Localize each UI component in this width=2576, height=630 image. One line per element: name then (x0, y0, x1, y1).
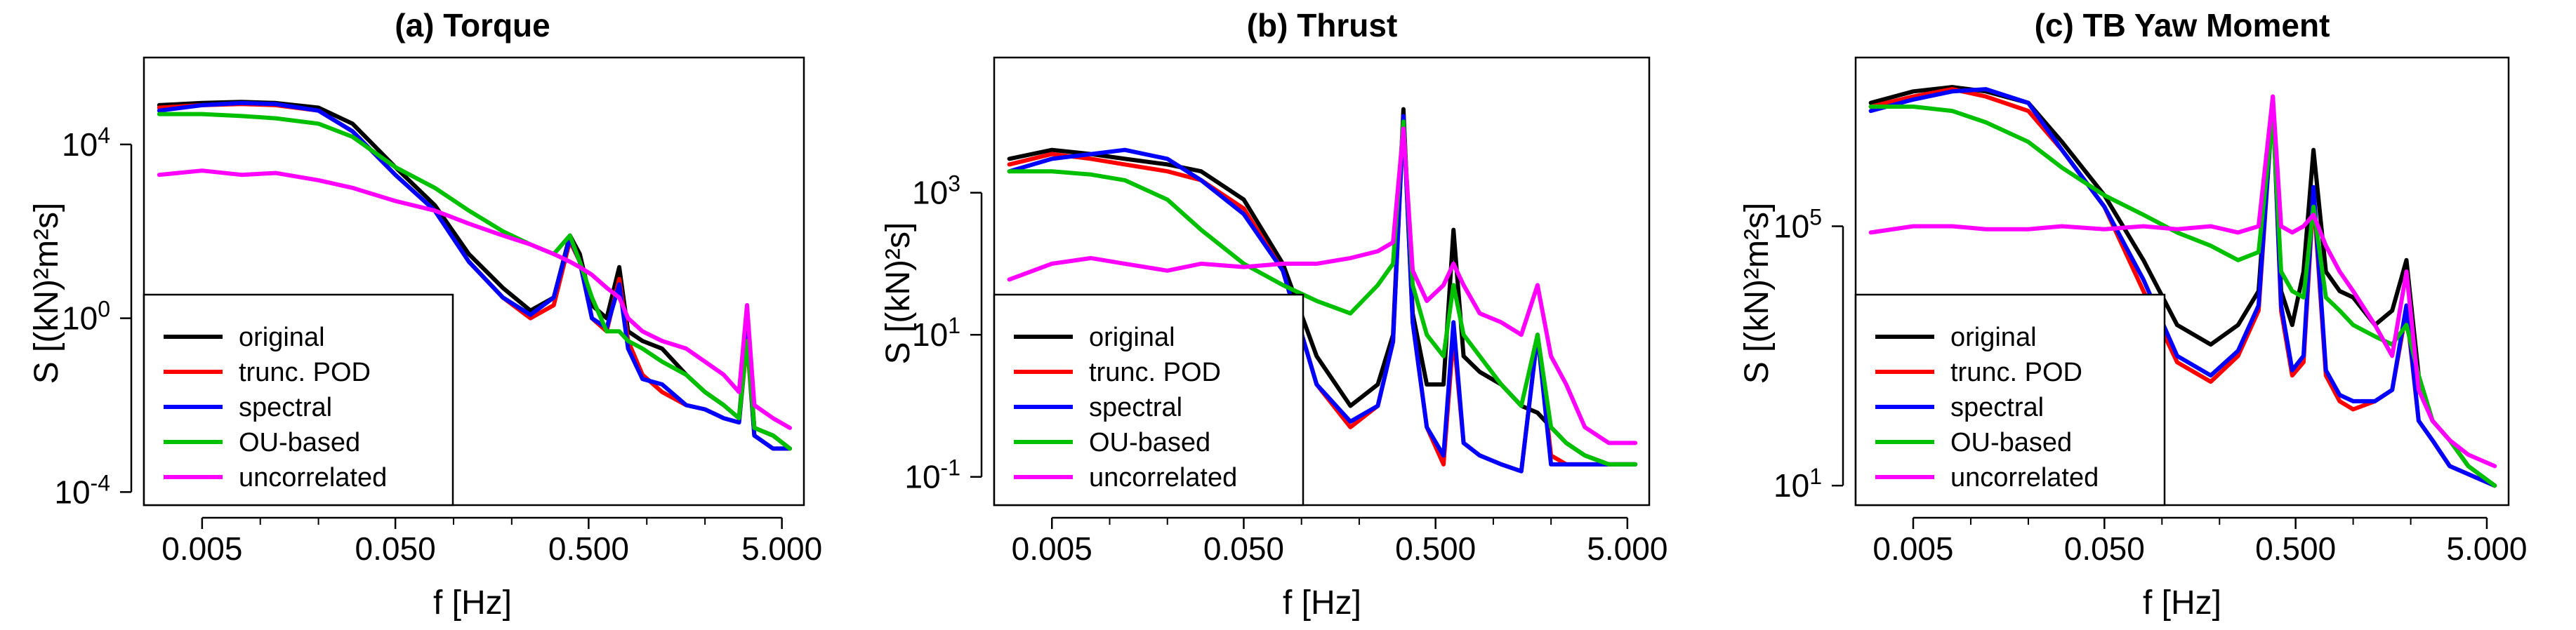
series-group (1007, 107, 1638, 474)
legend-label: OU-based (239, 428, 360, 457)
torque-chart: (a) Torque f [Hz] S [(kN)²m²s] 0.005 0.05… (28, 7, 822, 622)
y-tick-label: 103 (912, 171, 960, 211)
legend-box (993, 293, 1304, 507)
x-tick-label: 0.050 (1203, 530, 1284, 567)
legend-label: OU-based (1089, 428, 1210, 457)
x-tick-label: 5.000 (741, 530, 822, 567)
x-tick-label: 0.500 (2255, 530, 2336, 567)
chart-title: (c) TB Yaw Moment (2035, 7, 2330, 43)
legend-label: trunc. POD (239, 358, 371, 387)
x-tick-label: 5.000 (2446, 530, 2527, 567)
series-line-uncorrelated (157, 168, 792, 430)
legend-label: uncorrelated (1089, 463, 1237, 492)
series-line-spectral (157, 100, 792, 451)
x-tick-label: 0.005 (161, 530, 242, 567)
y-axis-label: S [(kN)²m²s] (28, 203, 65, 384)
chart-title: (a) Torque (395, 7, 550, 43)
legend-label: trunc. POD (1950, 358, 2082, 387)
panel-tb-yaw-moment: (c) TB Yaw Moment f [Hz] S [(kN)²m²s] 0.… (1717, 0, 2576, 630)
legend-label: original (239, 323, 325, 352)
x-axis-label: f [Hz] (433, 584, 512, 622)
legend-label: spectral (239, 393, 332, 422)
tb-yaw-moment-chart: (c) TB Yaw Moment f [Hz] S [(kN)²m²s] 0.… (1738, 7, 2528, 622)
series-line-uncorrelated (1007, 126, 1638, 445)
legend-box (143, 293, 454, 507)
y-tick-label: 101 (1774, 464, 1822, 504)
chart-title: (b) Thrust (1247, 7, 1398, 43)
legend-box (1854, 293, 2166, 507)
plot-frame (993, 56, 1651, 507)
series-group (1868, 85, 2497, 488)
x-tick-label: 0.050 (355, 530, 436, 567)
series-line-ou-based (157, 112, 792, 451)
panel-thrust: (b) Thrust f [Hz] S [(kN)²s] 0.005 0.050 0… (859, 0, 1717, 630)
x-tick-label: 0.050 (2064, 530, 2145, 567)
y-tick-label: 105 (1774, 204, 1822, 244)
panel-torque: (a) Torque f [Hz] S [(kN)²m²s] 0.005 0.05… (0, 0, 859, 630)
x-axis-label: f [Hz] (1283, 584, 1361, 622)
legend-label: OU-based (1950, 428, 2072, 457)
x-tick-label: 0.500 (548, 530, 629, 567)
x-axis-label: f [Hz] (2143, 584, 2221, 622)
series-line-spectral (1007, 114, 1638, 474)
legend-label: original (1089, 323, 1175, 352)
legend-label: spectral (1089, 393, 1182, 422)
plot-frame (1854, 56, 2510, 507)
y-axis-label: S [(kN)²m²s] (1738, 203, 1776, 384)
series-group (157, 100, 792, 451)
y-tick-label: 100 (62, 297, 110, 337)
x-tick-label: 5.000 (1587, 530, 1667, 567)
series-line-spectral (1868, 87, 2497, 488)
y-tick-label: 101 (912, 313, 960, 353)
y-tick-label: 10-1 (904, 455, 960, 495)
series-line-ou-based (1007, 119, 1638, 467)
x-tick-label: 0.005 (1012, 530, 1092, 567)
legend-label: spectral (1950, 393, 2044, 422)
x-tick-label: 0.500 (1395, 530, 1476, 567)
thrust-chart: (b) Thrust f [Hz] S [(kN)²s] 0.005 0.050 0… (880, 7, 1667, 622)
y-axis-label: S [(kN)²s] (880, 222, 917, 365)
legend-label: trunc. POD (1089, 358, 1221, 387)
x-tick-label: 0.005 (1872, 530, 1953, 567)
legend-label: uncorrelated (239, 463, 387, 492)
legend-label: original (1950, 323, 2037, 352)
plot-frame (143, 56, 805, 507)
y-tick-label: 10-4 (54, 470, 110, 510)
series-line-uncorrelated (1868, 94, 2497, 469)
y-tick-label: 104 (62, 123, 110, 163)
legend-label: uncorrelated (1950, 463, 2099, 492)
